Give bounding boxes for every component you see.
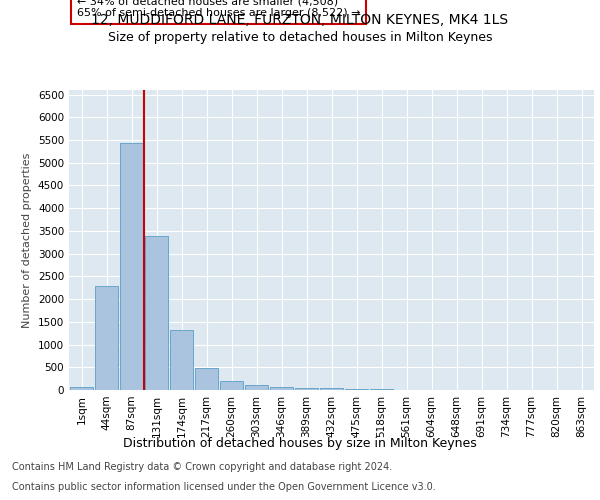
Bar	[95, 286, 118, 390]
Bar	[345, 388, 368, 390]
Bar	[320, 388, 343, 390]
Text: Contains HM Land Registry data © Crown copyright and database right 2024.: Contains HM Land Registry data © Crown c…	[12, 462, 392, 472]
Text: Size of property relative to detached houses in Milton Keynes: Size of property relative to detached ho…	[108, 31, 492, 44]
Text: 12 MUDDIFORD LANE: 107sqm
← 34% of detached houses are smaller (4,508)
65% of se: 12 MUDDIFORD LANE: 107sqm ← 34% of detac…	[77, 0, 361, 18]
Text: Distribution of detached houses by size in Milton Keynes: Distribution of detached houses by size …	[123, 438, 477, 450]
Bar	[220, 381, 243, 390]
Text: Contains public sector information licensed under the Open Government Licence v3: Contains public sector information licen…	[12, 482, 436, 492]
Y-axis label: Number of detached properties: Number of detached properties	[22, 152, 32, 328]
Bar	[120, 143, 143, 390]
Bar	[270, 388, 293, 390]
Bar	[295, 388, 318, 390]
Text: 12, MUDDIFORD LANE, FURZTON, MILTON KEYNES, MK4 1LS: 12, MUDDIFORD LANE, FURZTON, MILTON KEYN…	[91, 12, 509, 26]
Bar	[245, 385, 268, 390]
Bar	[145, 236, 168, 390]
Bar	[70, 386, 93, 390]
Bar	[170, 330, 193, 390]
Bar	[195, 368, 218, 390]
